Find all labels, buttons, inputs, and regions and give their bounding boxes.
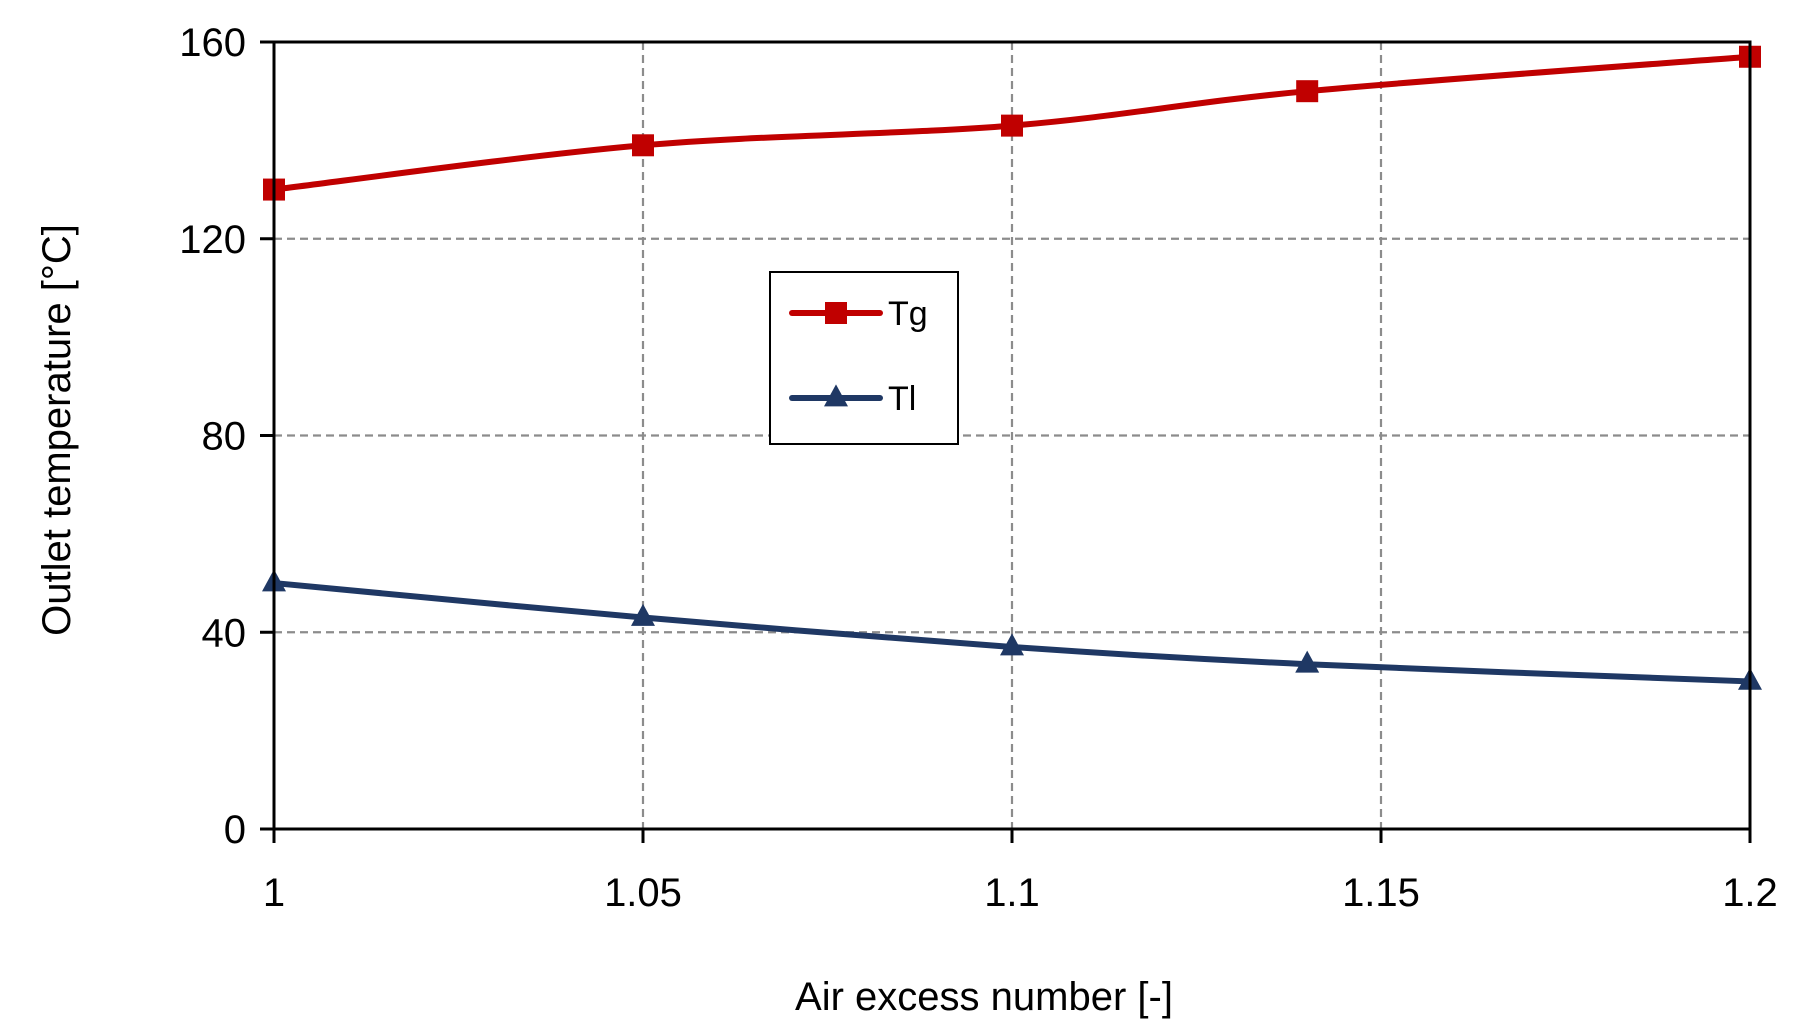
x-tick-label: 1.15 [1342, 871, 1420, 915]
y-tick-label: 160 [179, 21, 246, 65]
legend: Tg Tl [769, 271, 959, 445]
data-point-tg [632, 134, 654, 157]
gridlines [274, 42, 1750, 829]
y-axis: 0 40 80 120 160 [179, 21, 274, 852]
legend-swatch-marker [824, 384, 848, 407]
legend-label: Tl [888, 380, 916, 418]
legend-swatch-marker [825, 302, 847, 324]
data-point-tl [631, 603, 655, 626]
x-tick-label: 1.1 [984, 871, 1040, 915]
data-point-tg [1001, 114, 1023, 137]
series-tl [262, 569, 1762, 690]
data-point-tg [1296, 80, 1319, 103]
data-point-tl [1295, 650, 1320, 673]
x-axis: 1 1.05 1.1 1.15 1.2 [263, 829, 1778, 915]
legend-item-tl: Tl [789, 380, 916, 418]
y-axis-title: Outlet temperature [°C] [35, 224, 79, 636]
y-tick-label: 0 [224, 808, 246, 852]
x-tick-label: 1 [263, 871, 285, 915]
data-point-tl [1000, 633, 1024, 656]
legend-item-tg: Tg [789, 295, 928, 333]
x-tick-label: 1.2 [1722, 871, 1778, 915]
y-tick-label: 120 [179, 218, 246, 262]
y-tick-label: 40 [202, 611, 247, 655]
y-tick-label: 80 [202, 415, 247, 459]
x-axis-title: Air excess number [-] [795, 975, 1173, 1019]
x-tick-label: 1.05 [604, 871, 682, 915]
legend-box [769, 271, 959, 445]
legend-label: Tg [888, 295, 928, 333]
legend-items: Tg Tl [789, 295, 928, 418]
